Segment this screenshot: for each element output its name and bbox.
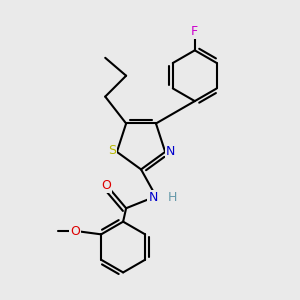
Text: H: H [168, 191, 177, 204]
Text: S: S [108, 144, 116, 157]
Text: O: O [101, 179, 111, 192]
Text: F: F [191, 25, 198, 38]
Text: N: N [148, 191, 158, 204]
Text: N: N [166, 146, 175, 158]
Text: O: O [70, 225, 80, 238]
